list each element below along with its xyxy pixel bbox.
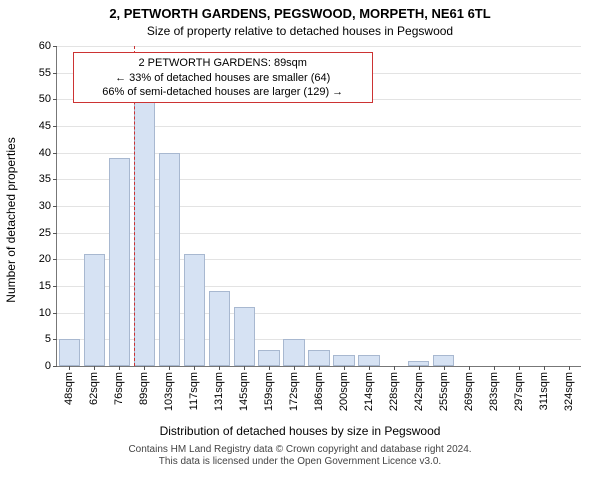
ytick-label: 30 bbox=[39, 200, 57, 212]
xtick-label: 255sqm bbox=[438, 366, 450, 411]
bar bbox=[209, 291, 230, 366]
bar bbox=[333, 355, 354, 366]
ytick-label: 50 bbox=[39, 93, 57, 105]
bar bbox=[358, 355, 379, 366]
ytick-label: 10 bbox=[39, 307, 57, 319]
xtick-label: 62sqm bbox=[88, 366, 100, 405]
chart-title: 2, PETWORTH GARDENS, PEGSWOOD, MORPETH, … bbox=[0, 6, 600, 21]
ytick-label: 25 bbox=[39, 227, 57, 239]
footnote: Contains HM Land Registry data © Crown c… bbox=[0, 444, 600, 468]
ytick-label: 45 bbox=[39, 120, 57, 132]
annotation-line-2: ← 33% of detached houses are smaller (64… bbox=[80, 71, 366, 85]
gridline bbox=[57, 46, 581, 47]
xtick-label: 228sqm bbox=[388, 366, 400, 411]
annotation-line-3: 66% of semi-detached houses are larger (… bbox=[80, 85, 366, 99]
chart-page: { "title": "2, PETWORTH GARDENS, PEGSWOO… bbox=[0, 0, 600, 500]
bar bbox=[234, 307, 255, 366]
bar bbox=[109, 158, 130, 366]
ytick-label: 55 bbox=[39, 67, 57, 79]
chart-subtitle: Size of property relative to detached ho… bbox=[0, 24, 600, 38]
xtick-label: 89sqm bbox=[138, 366, 150, 405]
footnote-line-2: This data is licensed under the Open Gov… bbox=[0, 456, 600, 468]
xtick-label: 311sqm bbox=[538, 366, 550, 410]
xtick-label: 297sqm bbox=[513, 366, 525, 411]
xtick-label: 242sqm bbox=[413, 366, 425, 411]
xtick-label: 103sqm bbox=[163, 366, 175, 411]
bar bbox=[308, 350, 329, 366]
xtick-label: 48sqm bbox=[63, 366, 75, 405]
annotation-box: 2 PETWORTH GARDENS: 89sqm← 33% of detach… bbox=[73, 52, 373, 103]
xtick-label: 283sqm bbox=[488, 366, 500, 411]
footnote-line-1: Contains HM Land Registry data © Crown c… bbox=[0, 444, 600, 456]
xtick-label: 269sqm bbox=[463, 366, 475, 411]
ytick-label: 40 bbox=[39, 147, 57, 159]
xtick-label: 214sqm bbox=[363, 366, 375, 411]
x-axis-label: Distribution of detached houses by size … bbox=[0, 424, 600, 438]
bar bbox=[433, 355, 454, 366]
xtick-label: 159sqm bbox=[263, 366, 275, 411]
bar bbox=[159, 153, 180, 366]
bar bbox=[258, 350, 279, 366]
bar bbox=[134, 99, 155, 366]
xtick-label: 186sqm bbox=[313, 366, 325, 411]
bar bbox=[184, 254, 205, 366]
y-axis-label: Number of detached properties bbox=[4, 55, 18, 220]
ytick-label: 60 bbox=[39, 40, 57, 52]
xtick-label: 76sqm bbox=[113, 366, 125, 405]
ytick-label: 35 bbox=[39, 173, 57, 185]
bar bbox=[283, 339, 304, 366]
annotation-line-1: 2 PETWORTH GARDENS: 89sqm bbox=[80, 56, 366, 70]
xtick-label: 200sqm bbox=[338, 366, 350, 411]
ytick-label: 0 bbox=[45, 360, 57, 372]
ytick-label: 15 bbox=[39, 280, 57, 292]
xtick-label: 131sqm bbox=[213, 366, 225, 411]
xtick-label: 117sqm bbox=[188, 366, 200, 410]
xtick-label: 324sqm bbox=[563, 366, 575, 411]
xtick-label: 145sqm bbox=[238, 366, 250, 411]
xtick-label: 172sqm bbox=[288, 366, 300, 411]
bar bbox=[59, 339, 80, 366]
bar bbox=[84, 254, 105, 366]
ytick-label: 20 bbox=[39, 253, 57, 265]
ytick-label: 5 bbox=[45, 333, 57, 345]
plot-area: 05101520253035404550556048sqm62sqm76sqm8… bbox=[56, 46, 581, 367]
